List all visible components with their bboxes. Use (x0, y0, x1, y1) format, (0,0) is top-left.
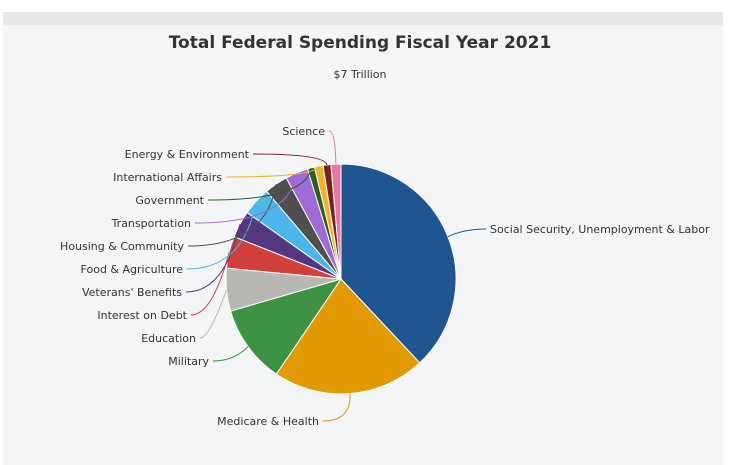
slice-label: Education (141, 332, 196, 345)
slice-connector (186, 201, 257, 270)
pie-slice[interactable] (330, 163, 342, 280)
slice-label: Science (282, 125, 325, 138)
slice-label: Military (168, 355, 209, 368)
slice-label: Interest on Debt (97, 309, 187, 322)
window-top-bar (3, 12, 723, 25)
slice-label: International Affairs (113, 171, 222, 184)
slice-connector (212, 346, 249, 362)
slice-label: Energy & Environment (125, 148, 250, 161)
slice-label: Veterans' Benefits (82, 286, 182, 299)
pie-slice[interactable] (340, 163, 457, 364)
slice-connector (447, 228, 487, 238)
slice-connector (252, 153, 328, 166)
slice-connector (328, 130, 337, 165)
slice-connector (322, 393, 351, 422)
slice-connector (207, 167, 312, 201)
slice-label: Social Security, Unemployment & Labor (490, 223, 710, 236)
slice-connector (225, 165, 320, 178)
chart-subtitle: $7 Trillion (333, 68, 387, 81)
slice-connector (199, 289, 227, 339)
slice-label: Transportation (111, 217, 191, 230)
pie-slice[interactable] (229, 278, 343, 375)
slice-label: Housing & Community (60, 240, 184, 253)
chart-title: Total Federal Spending Fiscal Year 2021 (168, 33, 552, 53)
slice-connector (187, 184, 277, 247)
slice-label: Food & Agriculture (81, 263, 184, 276)
slice-label: Government (135, 194, 204, 207)
slice-connector (194, 172, 298, 224)
slice-label: Medicare & Health (217, 415, 319, 428)
